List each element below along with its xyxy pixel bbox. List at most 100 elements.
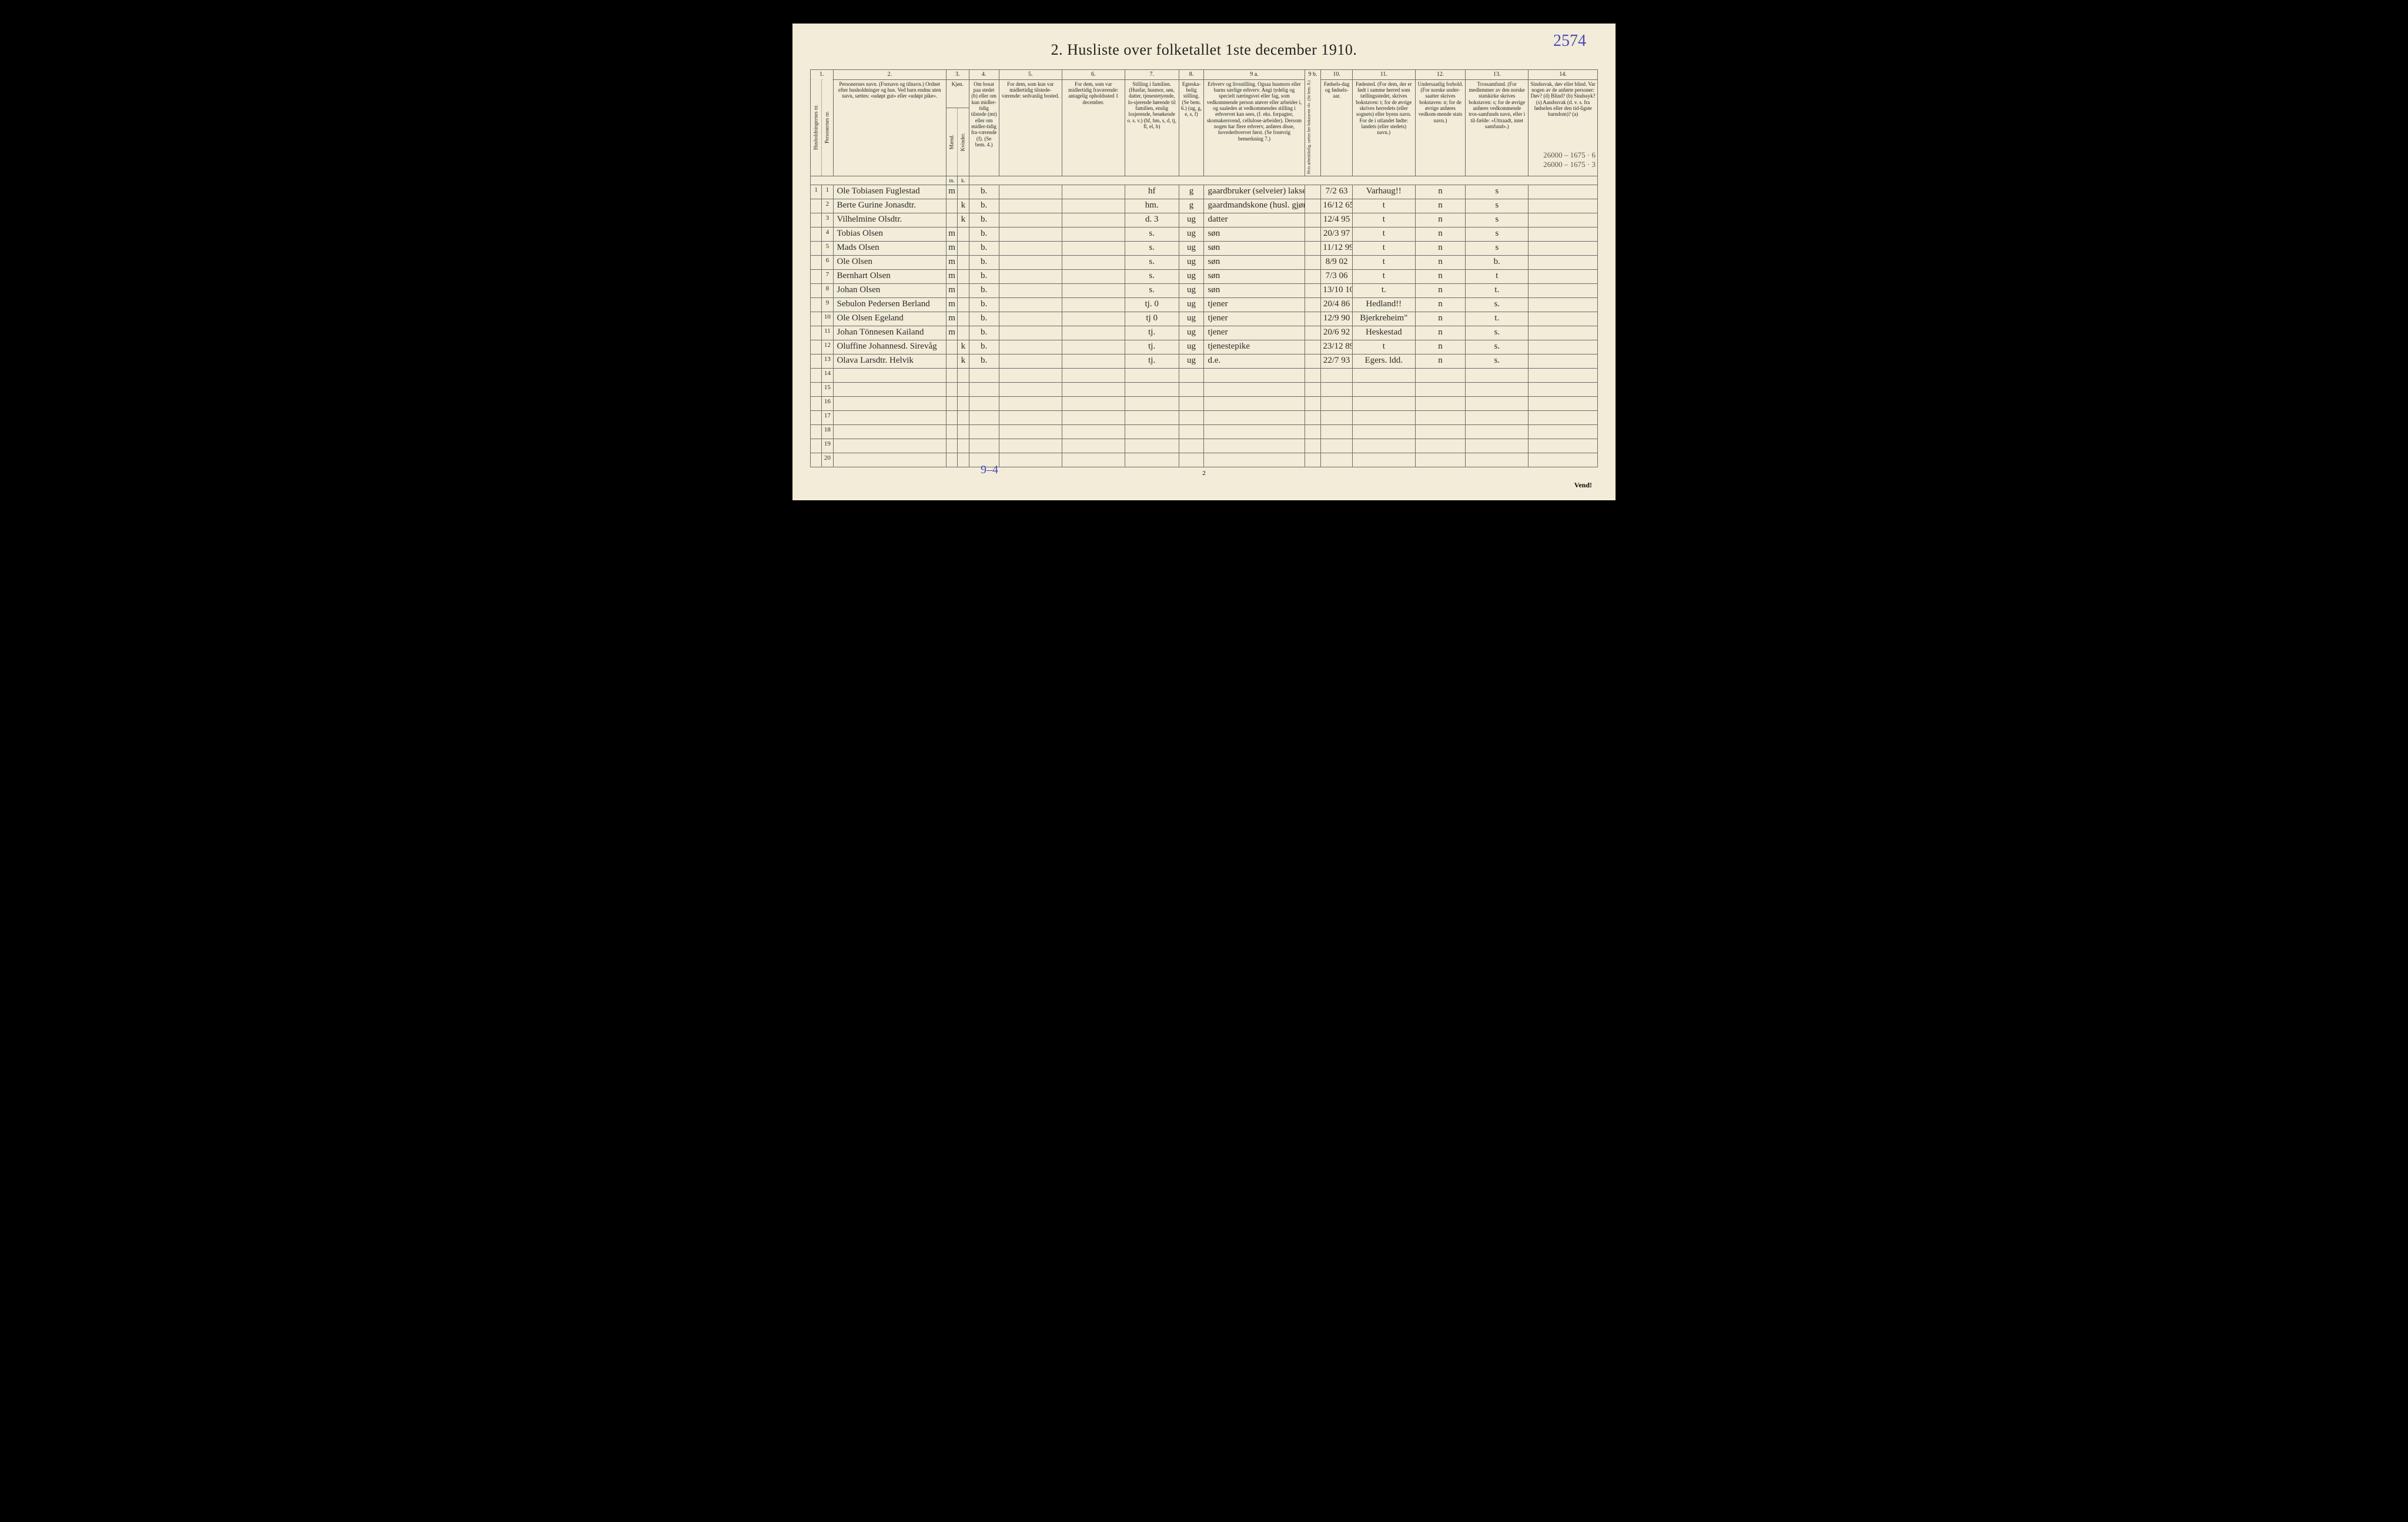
hdr-stilling: Stilling i familien. (Husfar, husmor, sø… [1125, 79, 1179, 176]
cell-k [958, 297, 969, 312]
hdr-kvinder: Kvinder. [958, 108, 969, 176]
hdr-maend: Mænd. [947, 108, 958, 176]
cell-bosat: b. [969, 340, 999, 354]
cell-tro: s. [1466, 354, 1529, 368]
bottom-left-annotation: 9–4 [981, 463, 998, 477]
cell-ledig [1305, 213, 1321, 227]
hdr-name: Personernes navn. (Fornavn og tilnavn.) … [833, 79, 947, 176]
cell-nr: 13 [822, 354, 833, 368]
colnum-11: 11. [1352, 70, 1415, 80]
cell-k: k [958, 199, 969, 213]
cell-dob: 12/9 90 [1321, 312, 1352, 326]
cell-nr: 20 [822, 453, 833, 467]
cell-name: Tobias Olsen [833, 227, 947, 241]
cell-hh [811, 255, 822, 269]
cell-sind [1529, 227, 1598, 241]
cell-stilling: hf [1125, 185, 1179, 199]
cell-sind [1529, 283, 1598, 297]
cell-nr: 10 [822, 312, 833, 326]
cell-tro: s [1466, 227, 1529, 241]
cell-nr: 4 [822, 227, 833, 241]
cell-fodested: t [1352, 241, 1415, 255]
cell-dob: 23/12 89 [1321, 340, 1352, 354]
cell-sind [1529, 354, 1598, 368]
cell-c6 [999, 326, 1062, 340]
hdr-pers-nr: Personernes nr. [822, 79, 833, 176]
table-body: 11Ole Tobiasen Fuglestadmb.hfggaardbruke… [811, 185, 1598, 467]
cell-erhverv: datter [1204, 213, 1305, 227]
cell-c7 [1062, 185, 1125, 199]
cell-fodested: t. [1352, 283, 1415, 297]
cell-fodested: t [1352, 199, 1415, 213]
cell-ledig [1305, 326, 1321, 340]
cell-erhverv: søn [1204, 227, 1305, 241]
cell-c6 [999, 185, 1062, 199]
cell-hh [811, 326, 822, 340]
cell-stilling: s. [1125, 269, 1179, 283]
cell-hh [811, 340, 822, 354]
cell-erhverv: tjener [1204, 297, 1305, 312]
cell-ledig [1305, 241, 1321, 255]
cell-fodested: Bjerkreheim" [1352, 312, 1415, 326]
cell-tro: s. [1466, 297, 1529, 312]
cell-erhverv: d.e. [1204, 354, 1305, 368]
cell-bosat: b. [969, 241, 999, 255]
cell-tro: s. [1466, 340, 1529, 354]
cell-k [958, 312, 969, 326]
table-row: 5Mads Olsenmb.s.ugsøn11/12 99tns [811, 241, 1598, 255]
cell-hh [811, 241, 822, 255]
cell-dob: 12/4 95 [1321, 213, 1352, 227]
colnum-10: 10. [1321, 70, 1352, 80]
cell-c6 [999, 241, 1062, 255]
cell-stilling: s. [1125, 255, 1179, 269]
cell-nr: 17 [822, 410, 833, 424]
cell-nat: n [1415, 199, 1466, 213]
cell-c7 [1062, 241, 1125, 255]
cell-k [958, 269, 969, 283]
cell-m: m [947, 227, 958, 241]
cell-bosat: b. [969, 227, 999, 241]
cell-c6 [999, 227, 1062, 241]
cell-sind [1529, 199, 1598, 213]
cell-erhverv: søn [1204, 255, 1305, 269]
cell-nr: 11 [822, 326, 833, 340]
hdr-erhverv: Erhverv og livsstilling. Ogsaa husmors e… [1204, 79, 1305, 176]
table-row: 7Bernhart Olsenmb.s.ugsøn7/3 06tnt [811, 269, 1598, 283]
cell-egte: ug [1179, 354, 1204, 368]
cell-sind [1529, 326, 1598, 340]
colnum-4: 4. [969, 70, 999, 80]
cell-m: m [947, 185, 958, 199]
cell-stilling: tj. [1125, 354, 1179, 368]
cell-c7 [1062, 227, 1125, 241]
cell-name: Johan Olsen [833, 283, 947, 297]
cell-nr: 3 [822, 213, 833, 227]
cell-k [958, 241, 969, 255]
cell-bosat: b. [969, 354, 999, 368]
cell-nat: n [1415, 269, 1466, 283]
m-label: m. [947, 176, 958, 185]
colnum-12: 12. [1415, 70, 1466, 80]
cell-ledig [1305, 312, 1321, 326]
cell-m: m [947, 255, 958, 269]
cell-nr: 5 [822, 241, 833, 255]
cell-egte: ug [1179, 255, 1204, 269]
cell-m: m [947, 297, 958, 312]
cell-c6 [999, 312, 1062, 326]
margin-note-2: 26000 – 1675 · 3 [1543, 160, 1596, 169]
cell-sind [1529, 340, 1598, 354]
table-row-empty: 19 [811, 439, 1598, 453]
k-label: k. [958, 176, 969, 185]
cell-c7 [1062, 297, 1125, 312]
colnum-2: 2. [833, 70, 947, 80]
cell-dob: 7/2 63 [1321, 185, 1352, 199]
cell-nr: 15 [822, 382, 833, 396]
cell-erhverv: søn [1204, 241, 1305, 255]
cell-k: k [958, 354, 969, 368]
cell-name: Vilhelmine Olsdtr. [833, 213, 947, 227]
cell-ledig [1305, 227, 1321, 241]
cell-erhverv: søn [1204, 283, 1305, 297]
colnum-1: 1. [811, 70, 834, 80]
cell-stilling: hm. [1125, 199, 1179, 213]
cell-hh [811, 297, 822, 312]
cell-dob: 13/10 10 [1321, 283, 1352, 297]
